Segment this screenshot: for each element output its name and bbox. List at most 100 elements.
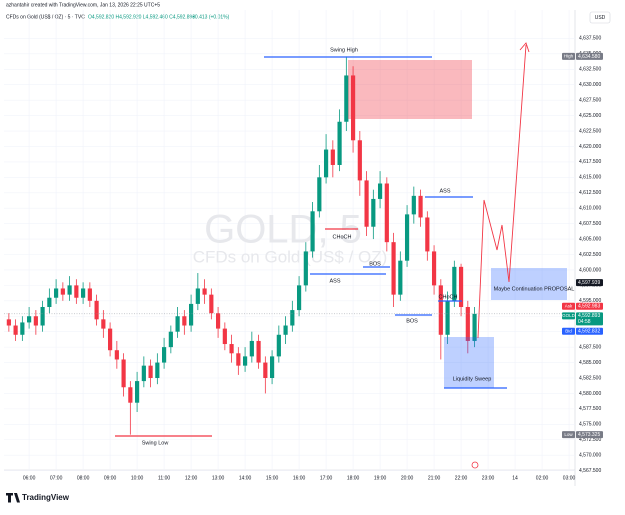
axes: 4,567.500 4,570.000 4,572.500 4,575.000 4,57… (4, 36, 603, 481)
candle-body (398, 260, 403, 295)
candle-body (47, 297, 52, 307)
price-tag-label: 4,592.893 (578, 313, 600, 319)
candle-body (418, 195, 423, 218)
candle-body (357, 140, 362, 181)
credit: azhantahir created with TradingView.com,… (6, 2, 160, 8)
candle-body (148, 365, 153, 378)
x-tick-label: 08:00 (77, 475, 90, 481)
candle-body (276, 334, 281, 357)
candle-body (168, 331, 173, 348)
candle-body (411, 195, 416, 215)
candle-body (330, 149, 335, 165)
price-tag-name: GOLD (562, 313, 576, 318)
candle-body (249, 340, 254, 357)
price-tag-name: Ask (565, 303, 573, 308)
candle-body (458, 266, 464, 307)
proposal-zone[interactable] (491, 268, 567, 300)
x-tick-label: 13:00 (212, 475, 225, 481)
brand-name: TradingView (22, 493, 70, 502)
supply-zone[interactable] (348, 60, 472, 119)
candle-body (182, 316, 187, 326)
watermark-description: CFDs on Gold (US$ / OZ) (193, 247, 388, 266)
price-tag-name: Bid (565, 328, 572, 333)
annotation: CHoCH (439, 294, 458, 300)
candle-body (141, 365, 146, 382)
price-tag-name-bg (562, 312, 575, 320)
x-tick-label: 20:00 (401, 475, 414, 481)
annotation: BOS (369, 261, 381, 267)
brand: TradingView (6, 493, 70, 503)
candle-body (377, 183, 383, 199)
ohlc: O4,592.820 H4,592.920 L4,592.460 C4,592.… (88, 14, 195, 20)
annotation: Swing High (330, 47, 358, 53)
annotation: Swing Low (142, 440, 169, 446)
currency-button[interactable] (589, 11, 611, 24)
currency[interactable]: USD (595, 15, 606, 21)
candle-body (94, 300, 99, 320)
candle-body (371, 198, 376, 227)
candle-body (344, 75, 349, 122)
x-tick-label: 18:00 (347, 475, 360, 481)
candle-body (33, 316, 38, 326)
x-tick-label: 10:00 (131, 475, 144, 481)
y-tick-label: 4,617.500 (579, 159, 601, 165)
annotation: BOS (406, 318, 418, 324)
annotation: Maybe Continuation PROPOSAL (494, 286, 575, 292)
y-tick-label: 4,610.000 (579, 206, 601, 212)
candle-body (236, 353, 241, 366)
projection-path[interactable] (477, 44, 527, 339)
y-tick-label: 4,567.500 (579, 468, 601, 474)
price-tag (576, 52, 603, 60)
change: +0.413 (+0.01%) (192, 14, 230, 20)
price-tag (576, 431, 603, 439)
sweep-zone[interactable] (444, 337, 494, 388)
candle-body (121, 359, 126, 388)
price-tag (576, 302, 603, 310)
price-tag-name-bg (562, 52, 575, 60)
candle-body (263, 362, 268, 378)
candle-body (317, 177, 322, 212)
candle-body (290, 310, 295, 326)
candle-body (310, 211, 315, 252)
x-tick-label: 06:00 (23, 475, 36, 481)
alert-icon[interactable] (471, 461, 479, 469)
candle-body (229, 344, 234, 354)
price-tag-name-bg (562, 431, 575, 439)
y-tick-label: 4,625.000 (579, 113, 601, 119)
candle-body (296, 285, 302, 311)
candle-body (128, 387, 133, 403)
candle-body (242, 356, 248, 366)
annotation: ASS (329, 278, 340, 284)
candle-body (67, 285, 72, 295)
x-tick-label: 11:00 (158, 475, 170, 481)
candle-body (175, 316, 180, 332)
price-tag-name-bg (562, 302, 575, 310)
candle-body (40, 306, 45, 326)
candle-body (202, 288, 207, 295)
countdown: 04:58 (578, 319, 591, 325)
x-tick-label: 15:00 (266, 475, 279, 481)
x-tick-label: 23:00 (482, 475, 495, 481)
y-tick-label: 4,585.000 (579, 360, 601, 366)
price-tag-label: 4,592.983 (578, 304, 600, 310)
candle-body (87, 288, 92, 301)
y-tick-label: 4,622.500 (579, 128, 601, 134)
candle-body (350, 75, 356, 141)
y-tick-label: 4,632.500 (579, 67, 601, 73)
y-tick-label: 4,577.500 (579, 406, 601, 412)
candle-body (209, 294, 214, 314)
candle-body (189, 303, 194, 326)
candle-body (303, 251, 308, 286)
candle-body (404, 214, 410, 261)
symbol: CFDs on Gold (US$ / OZ) · 5 · TVC (6, 14, 85, 20)
candle-body (74, 285, 79, 298)
logo (6, 493, 20, 503)
candle-body (27, 316, 32, 323)
price-tag (576, 279, 603, 287)
y-tick-label: 4,620.000 (579, 144, 601, 150)
price-tag-label: 4,597.939 (578, 280, 600, 286)
x-tick-label: 22:00 (455, 475, 468, 481)
grid (4, 10, 575, 471)
y-tick-label: 4,580.000 (579, 391, 601, 397)
